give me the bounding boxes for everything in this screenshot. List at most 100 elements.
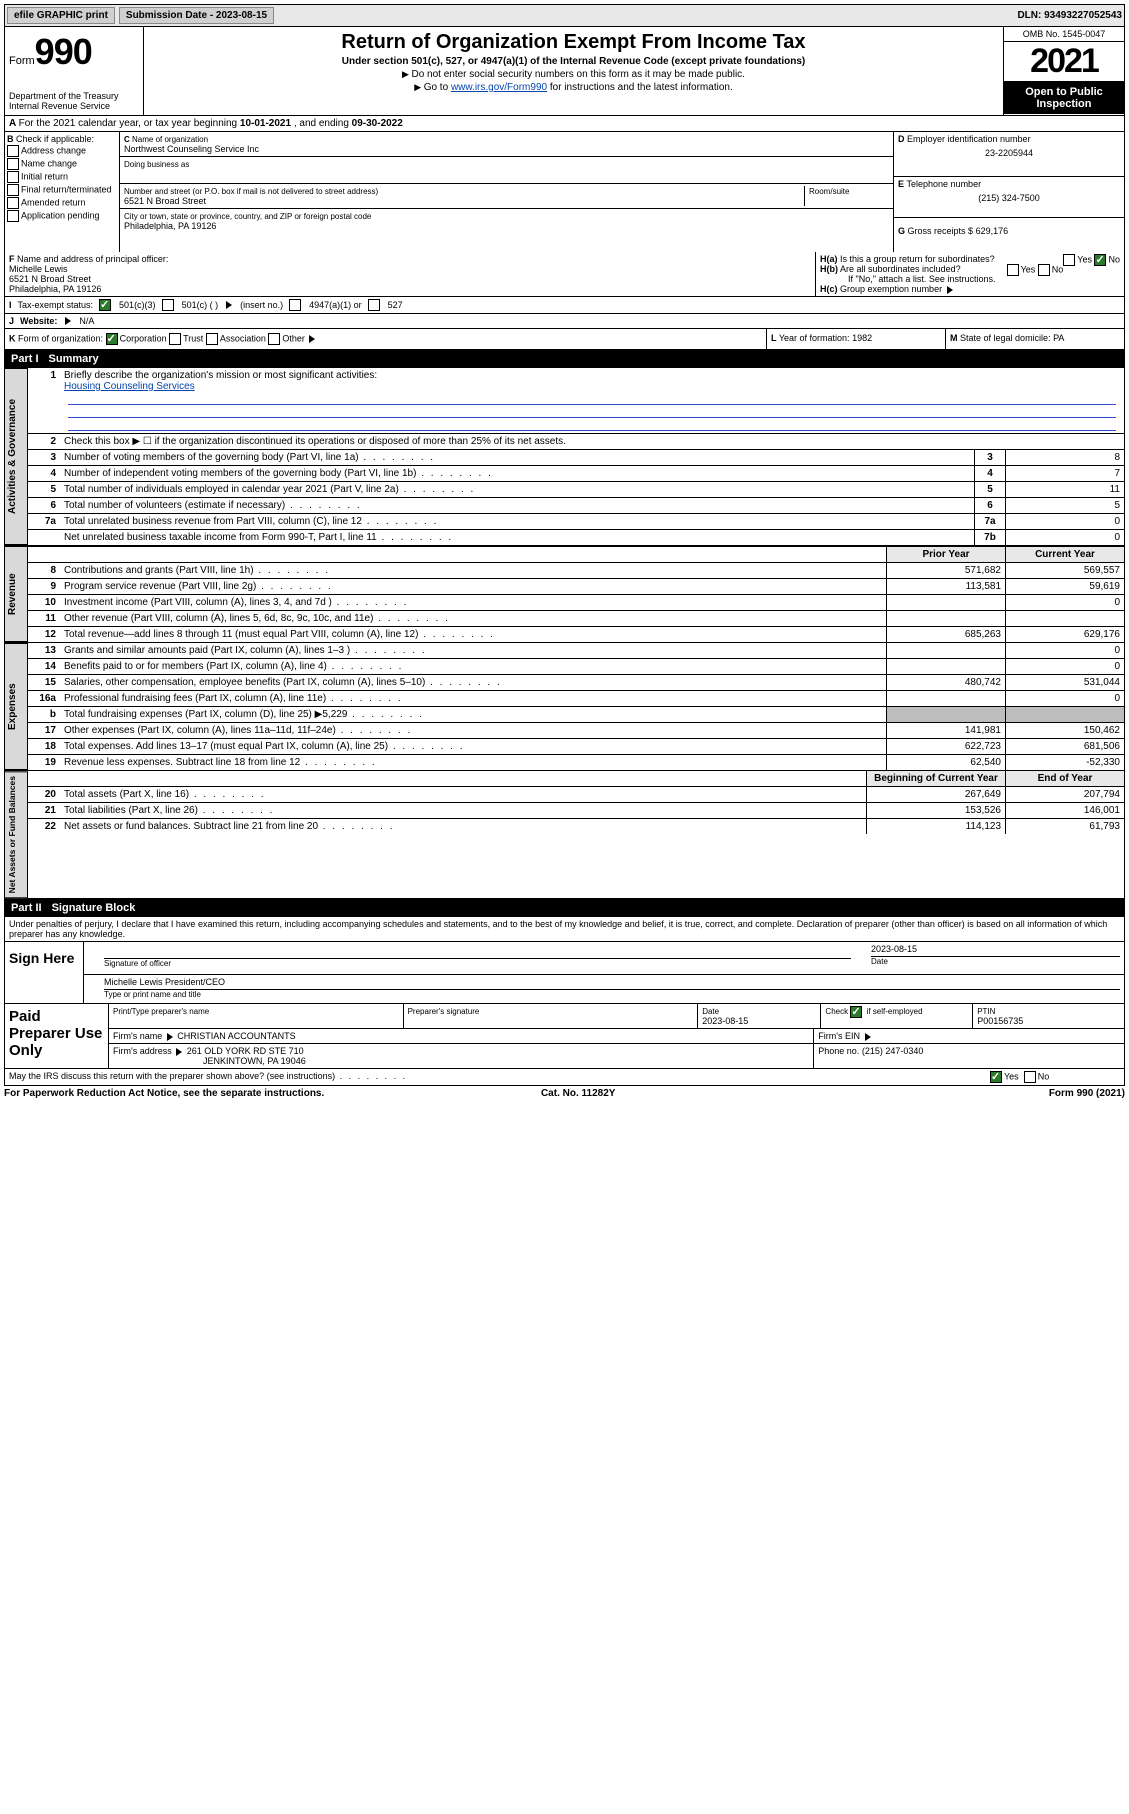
- header-center: Return of Organization Exempt From Incom…: [144, 27, 1003, 115]
- form990-link[interactable]: www.irs.gov/Form990: [451, 82, 547, 93]
- opt-amended-return: Amended return: [21, 197, 86, 207]
- footer-left: For Paperwork Reduction Act Notice, see …: [4, 1088, 324, 1099]
- l2-text: Check this box ▶ ☐ if the organization d…: [60, 434, 1124, 449]
- checkbox-hb-yes[interactable]: [1007, 264, 1019, 276]
- city-label: City or town, state or province, country…: [124, 212, 371, 221]
- g-label: Gross receipts $: [908, 226, 974, 236]
- checkbox-ha-no[interactable]: [1094, 254, 1106, 266]
- dba-label: Doing business as: [124, 160, 189, 169]
- discuss-yes: Yes: [1004, 1072, 1019, 1082]
- arrow-icon: [167, 1033, 173, 1041]
- part1-expenses: Expenses 13Grants and similar amounts pa…: [4, 643, 1125, 771]
- vtab-expenses: Expenses: [5, 643, 28, 770]
- sig-officer-label: Signature of officer: [104, 958, 851, 968]
- checkbox-trust[interactable]: [169, 333, 181, 345]
- checkbox-hb-no[interactable]: [1038, 264, 1050, 276]
- hc-label: Group exemption number: [840, 284, 942, 294]
- firm-addr1: 261 OLD YORK RD STE 710: [187, 1046, 304, 1056]
- i-4947: 4947(a)(1) or: [309, 300, 362, 310]
- line-a: A For the 2021 calendar year, or tax yea…: [5, 116, 1124, 132]
- header-note-2: Go to www.irs.gov/Form990 for instructio…: [150, 82, 997, 93]
- checkbox-application-pending[interactable]: [7, 210, 19, 222]
- col-end-year: End of Year: [1005, 771, 1124, 786]
- section-b: B Check if applicable: Address change Na…: [5, 132, 120, 252]
- table-row: 22Net assets or fund balances. Subtract …: [28, 819, 1124, 834]
- footer: For Paperwork Reduction Act Notice, see …: [4, 1086, 1125, 1101]
- checkbox-final-return[interactable]: [7, 184, 19, 196]
- checkbox-ha-yes[interactable]: [1063, 254, 1075, 266]
- paid-label: Paid Preparer Use Only: [5, 1004, 109, 1068]
- part1-bar: Part I Summary: [4, 350, 1125, 368]
- checkbox-association[interactable]: [206, 333, 218, 345]
- submission-date: Submission Date - 2023-08-15: [119, 7, 274, 24]
- preparer-date-label: Date: [702, 1007, 719, 1016]
- section-l: L Year of formation: 1982: [766, 329, 945, 349]
- table-row: 19Revenue less expenses. Subtract line 1…: [28, 755, 1124, 770]
- discuss-text: May the IRS discuss this return with the…: [9, 1071, 335, 1081]
- note2-pre: Go to: [424, 82, 451, 93]
- vtab-governance: Activities & Governance: [5, 368, 28, 545]
- checkbox-corporation[interactable]: [106, 333, 118, 345]
- arrow-icon: [309, 335, 315, 343]
- a-mid: , and ending: [291, 118, 352, 129]
- firm-addr-label: Firm's address: [113, 1046, 172, 1056]
- checkbox-discuss-no[interactable]: [1024, 1071, 1036, 1083]
- table-row: 17Other expenses (Part IX, column (A), l…: [28, 723, 1124, 739]
- preparer-name-label: Print/Type preparer's name: [113, 1007, 209, 1016]
- k-trust: Trust: [183, 333, 203, 343]
- checkbox-amended-return[interactable]: [7, 197, 19, 209]
- checkbox-discuss-yes[interactable]: [990, 1071, 1002, 1083]
- section-f: F Name and address of principal officer:…: [5, 252, 815, 296]
- checkbox-527[interactable]: [368, 299, 380, 311]
- arrow-icon: [226, 301, 232, 309]
- checkbox-initial-return[interactable]: [7, 171, 19, 183]
- form-number: 990: [35, 31, 92, 73]
- state-domicile: PA: [1053, 333, 1064, 343]
- ein-value: 23-2205944: [898, 148, 1120, 158]
- officer-addr1: 6521 N Broad Street: [9, 274, 91, 284]
- checkbox-4947[interactable]: [289, 299, 301, 311]
- sign-here: Sign Here: [5, 942, 84, 1003]
- discuss-no: No: [1038, 1072, 1050, 1082]
- i-527: 527: [388, 300, 403, 310]
- part1-revenue: Revenue Prior Year Current Year 8Contrib…: [4, 546, 1125, 643]
- checkbox-self-employed[interactable]: [850, 1006, 862, 1018]
- dln: DLN: 93493227052543: [1017, 10, 1122, 21]
- street-value: 6521 N Broad Street: [124, 196, 206, 206]
- submission-label: Submission Date -: [126, 10, 216, 21]
- signature-block: Under penalties of perjury, I declare th…: [4, 917, 1125, 1004]
- tax-year: 2021: [1004, 42, 1124, 82]
- public-inspection: Open to Public Inspection: [1004, 82, 1124, 114]
- omb-number: OMB No. 1545-0047: [1004, 27, 1124, 42]
- k-association: Association: [220, 333, 266, 343]
- checkbox-501c3[interactable]: [99, 299, 111, 311]
- checkbox-501c[interactable]: [162, 299, 174, 311]
- city-value: Philadelphia, PA 19126: [124, 221, 216, 231]
- checkbox-address-change[interactable]: [7, 145, 19, 157]
- part1-governance: Activities & Governance 1 Briefly descri…: [4, 368, 1125, 546]
- k-label: Form of organization:: [18, 333, 103, 343]
- part1-title: Summary: [49, 353, 99, 365]
- table-row: 7aTotal unrelated business revenue from …: [28, 514, 1124, 530]
- identity-section: A For the 2021 calendar year, or tax yea…: [4, 116, 1125, 350]
- opt-final-return: Final return/terminated: [21, 184, 112, 194]
- l-label: Year of formation:: [779, 333, 850, 343]
- mission-text: Housing Counseling Services: [64, 381, 195, 392]
- opt-initial-return: Initial return: [21, 171, 68, 181]
- efile-button[interactable]: efile GRAPHIC print: [7, 7, 115, 24]
- preparer-date: 2023-08-15: [702, 1016, 748, 1026]
- checkbox-other[interactable]: [268, 333, 280, 345]
- b-label: Check if applicable:: [16, 134, 94, 144]
- dln-label: DLN:: [1017, 10, 1044, 21]
- section-m: M State of legal domicile: PA: [945, 329, 1124, 349]
- arrow-icon: [947, 286, 953, 294]
- ha-label: Is this a group return for subordinates?: [840, 254, 995, 264]
- arrow-icon: [65, 317, 71, 325]
- preparer-sig-label: Preparer's signature: [408, 1007, 480, 1016]
- checkbox-name-change[interactable]: [7, 158, 19, 170]
- room-label: Room/suite: [809, 187, 849, 196]
- part1-label: Part I: [11, 353, 39, 365]
- officer-name-label: Type or print name and title: [104, 989, 1120, 999]
- table-row: 18Total expenses. Add lines 13–17 (must …: [28, 739, 1124, 755]
- footer-mid: Cat. No. 11282Y: [541, 1088, 615, 1099]
